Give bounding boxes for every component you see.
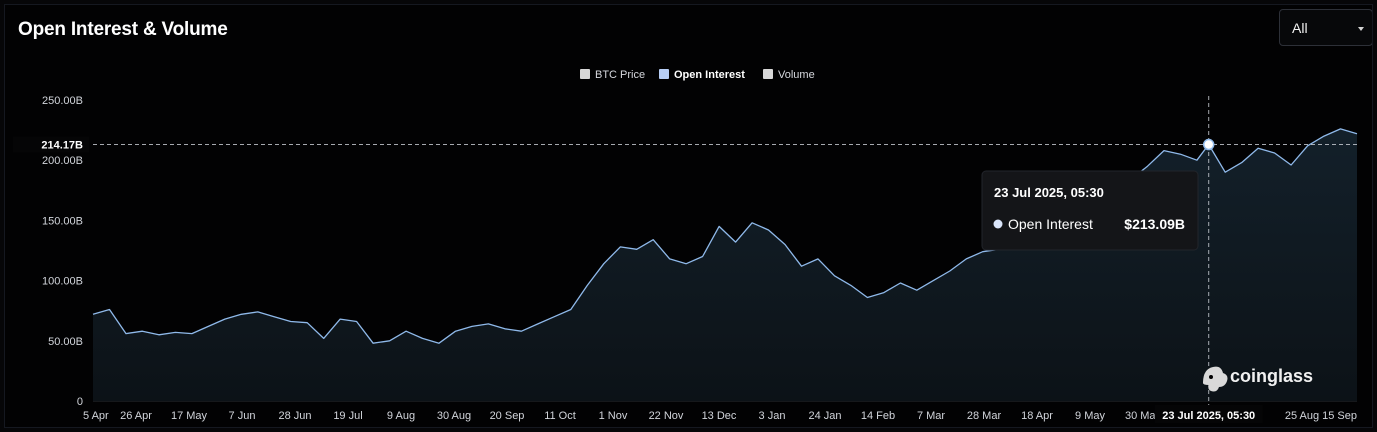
x-tick-label: 30 May (1125, 410, 1162, 422)
watermark-text: coinglass (1230, 366, 1313, 386)
y-tick-label: 50.00B (48, 336, 83, 348)
range-select[interactable]: All (1279, 9, 1372, 46)
x-tick-label: 28 Jun (278, 410, 311, 422)
coinglass-logo-icon (1203, 366, 1228, 392)
chevron-down-icon (1358, 27, 1364, 31)
x-tick-label: 13 Dec (702, 410, 737, 422)
x-tick-label: 7 Mar (917, 410, 945, 422)
x-tick-label: 5 Apr (83, 410, 109, 422)
legend-label-open-interest[interactable]: Open Interest (674, 69, 745, 81)
x-tick-label: 9 May (1075, 410, 1105, 422)
x-tick-label: 7 Jun (229, 410, 256, 422)
legend-swatch-open-interest[interactable] (659, 69, 669, 79)
tooltip-box (981, 170, 1199, 251)
x-tick-label: 20 Sep (490, 410, 525, 422)
tooltip-series-dot (993, 219, 1003, 229)
x-tick-label: 14 Feb (861, 410, 895, 422)
legend-label-volume[interactable]: Volume (778, 69, 815, 81)
x-tick-label: 1 Nov (599, 410, 628, 422)
crosshair-y-label: 214.17B (41, 140, 83, 152)
y-tick-label: 250.00B (42, 95, 83, 107)
y-tick-label: 0 (77, 396, 83, 408)
x-tick-label: 30 Aug (437, 410, 471, 422)
x-tick-label: 18 Apr (1021, 410, 1053, 422)
tooltip-series-label: Open Interest (1008, 216, 1093, 232)
x-tick-label: 17 May (171, 410, 208, 422)
legend-swatch-btc-price[interactable] (580, 69, 590, 79)
open-interest-area (93, 128, 1357, 401)
x-tick-label: 3 Jan (759, 410, 786, 422)
x-tick-label: 11 Oct (544, 410, 576, 422)
crosshair-x-label-bg (1154, 405, 1263, 423)
range-select-value: All (1292, 20, 1308, 36)
x-tick-label: 26 Apr (120, 410, 152, 422)
tooltip-value: $213.09B (1124, 216, 1185, 232)
open-interest-chart[interactable]: BTC Price Open Interest Volume 250.00B 200.0… (5, 5, 1373, 428)
tooltip-date: 23 Jul 2025, 05:30 (994, 185, 1104, 200)
legend-swatch-volume[interactable] (763, 69, 773, 79)
x-tick-label: 19 Jul (333, 410, 362, 422)
chart-panel: Open Interest & Volume All BTC Price Open… (4, 4, 1373, 428)
page-title: Open Interest & Volume (18, 19, 228, 40)
hover-point (1202, 138, 1215, 151)
y-tick-label: 200.00B (42, 155, 83, 167)
legend-label-btc-price[interactable]: BTC Price (595, 69, 645, 81)
x-tick-label: 15 Sep (1322, 410, 1357, 422)
crosshair-y-label-bg (13, 136, 89, 153)
x-tick-label: 28 Mar (967, 410, 1002, 422)
y-tick-label: 100.00B (42, 276, 83, 288)
x-tick-label: 22 Nov (649, 410, 684, 422)
crosshair-x-label: 23 Jul 2025, 05:30 (1162, 410, 1255, 422)
x-tick-label: 24 Jan (808, 410, 841, 422)
y-tick-label: 150.00B (42, 215, 83, 227)
x-tick-label: 9 Aug (387, 410, 415, 422)
x-tick-label: 25 Aug (1285, 410, 1319, 422)
open-interest-line (92, 128, 1358, 344)
